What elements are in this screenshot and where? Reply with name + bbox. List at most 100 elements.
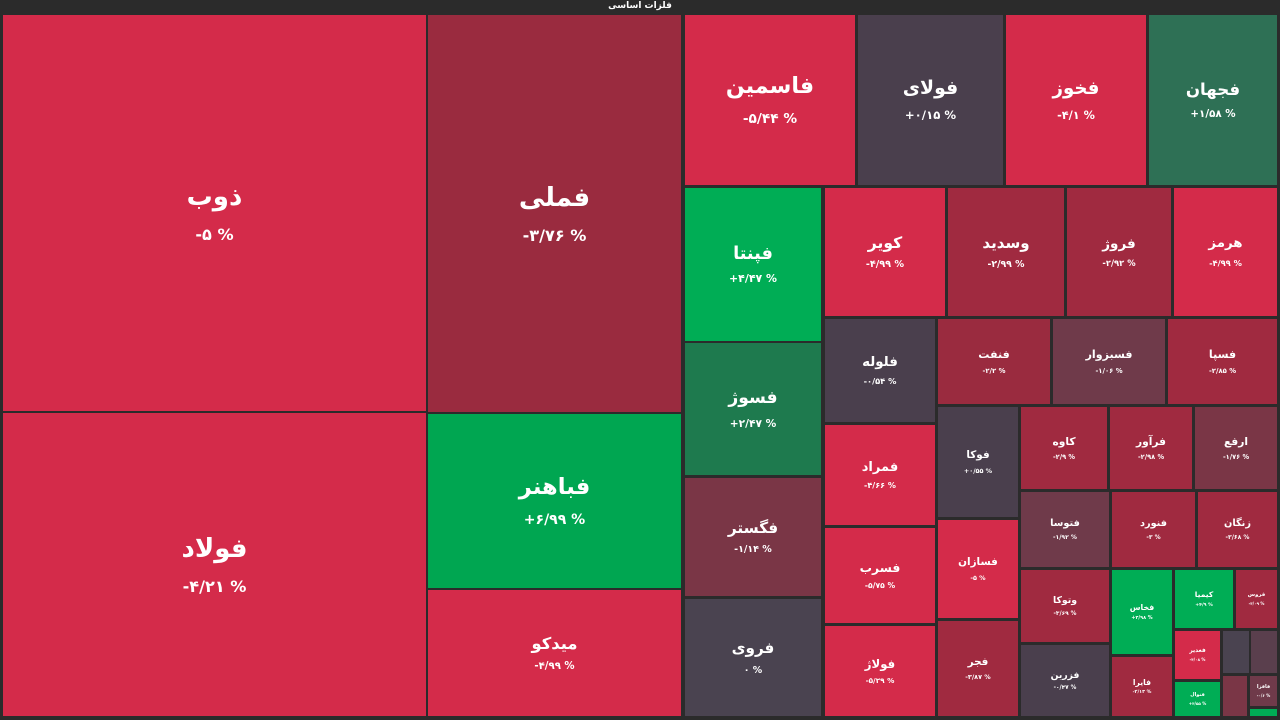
tile-change: -۴/۹۹ % (865, 259, 905, 271)
tile-name: فخاس (1129, 603, 1155, 613)
tile-change: -۵/۷۵ % (864, 581, 896, 591)
tile: فوکا +۰/۵۵ % (938, 407, 1018, 517)
tile-name: فسوژ (728, 388, 778, 409)
tile: فولاژ -۵/۲۹ % (825, 626, 935, 716)
tile-name: ذوب (186, 182, 243, 212)
tile-change: -۵/۴۴ % (742, 110, 798, 127)
tile: میدکو -۴/۹۹ % (428, 590, 681, 716)
tile-change: -۴/۱ % (1057, 108, 1095, 122)
tile-change: -۳/۸۷ % (965, 673, 991, 682)
tile: فولای +۰/۱۵ % (858, 15, 1003, 185)
tile: فایرا -۲/۱۳ % (1112, 657, 1172, 716)
tile: فنورد -۳ % (1112, 492, 1195, 567)
tile: فزرین -۰/۴۷ % (1021, 645, 1109, 716)
tile-change: -۵ % (970, 573, 986, 582)
tile: فتوسا -۱/۹۲ % (1021, 492, 1109, 567)
tile-name: وتوکا (1052, 595, 1078, 607)
tile-name: فگستر (727, 518, 779, 537)
tile-name: کیمیا (1194, 590, 1214, 600)
tile-name: فوکا (966, 449, 990, 462)
tile-change: -۵ % (195, 225, 234, 244)
tile-change: +۰/۱۵ % (904, 108, 957, 123)
tile: فروس -۳/۰۹ % (1236, 570, 1277, 628)
tile-name: فایرا (1132, 677, 1152, 687)
tile-name: فخوز (1052, 78, 1100, 100)
tile-name: فزرین (1050, 669, 1080, 681)
tile: هرمز -۴/۹۹ % (1174, 188, 1277, 316)
tile: فگستر -۱/۱۴ % (685, 478, 821, 596)
tile-change: -۲/۸۵ % (1208, 366, 1237, 375)
tile-name: فسرب (859, 560, 901, 575)
tile-name: فتوسا (1050, 518, 1080, 530)
tile: فولاد -۴/۲۱ % (3, 413, 426, 716)
tile (1223, 631, 1249, 673)
tile: ذوب -۵ % (3, 15, 426, 411)
tile: کیمیا +۴/۹ % (1175, 570, 1233, 628)
tile-name: کویر (867, 233, 903, 252)
tile-change: +۴/۵۵ % (1188, 700, 1207, 706)
tile (1250, 709, 1277, 716)
tile: فسرب -۵/۷۵ % (825, 528, 935, 623)
tile-name: فجر (967, 655, 989, 668)
tile-change: +۴/۹ % (1195, 602, 1213, 608)
tile-change: -۰/۴۷ % (1053, 685, 1077, 692)
tile: فافزا -۰/۶ % (1250, 676, 1277, 706)
tile: فسبزوار -۱/۰۶ % (1053, 319, 1165, 404)
tile: فسپا -۲/۸۵ % (1168, 319, 1277, 404)
tile-name: فسازان (958, 556, 998, 569)
tile: فخاس +۴/۹۸ % (1112, 570, 1172, 654)
tile: فسوژ +۲/۴۷ % (685, 343, 821, 475)
tile (1251, 631, 1277, 673)
tile: زنگان -۳/۶۸ % (1198, 492, 1277, 567)
tile-change: -۳/۷۶ % (522, 225, 587, 245)
tile-change: -۰/۵۴ % (863, 376, 897, 387)
tile-change: -۳/۰۹ % (1248, 600, 1265, 606)
tile-change: -۱/۹۲ % (1053, 533, 1077, 541)
tile-change: -۰/۶ % (1256, 692, 1271, 698)
tile-name: ارفع (1223, 434, 1249, 448)
tile: فجهان +۱/۵۸ % (1149, 15, 1277, 185)
tile-change: -۴/۹۹ % (1209, 257, 1242, 268)
tile-change: -۴/۲۱ % (182, 576, 247, 596)
tile: ارفع -۱/۷۶ % (1195, 407, 1277, 489)
tile-change: -۲/۹۲ % (1102, 258, 1136, 269)
tile-change: -۲/۲ % (982, 366, 1006, 375)
tile-change: -۱/۷۶ % (1222, 453, 1250, 462)
tile: فپنتا +۴/۴۷ % (685, 188, 821, 341)
tile-name: فولای (902, 77, 959, 99)
tile-name: فنوال (1190, 692, 1205, 699)
tile-name: فمراد (861, 459, 899, 475)
tile-name: وسدید (982, 233, 1030, 252)
tile-change: -۱/۰۶ % (1095, 366, 1123, 375)
tile-name: فولاژ (864, 656, 896, 671)
tile-name: فسبزوار (1085, 348, 1133, 362)
tile-name: کاوه (1052, 434, 1076, 448)
tile-name: فجهان (1185, 80, 1241, 100)
tile-change: +۶/۹۹ % (523, 511, 586, 528)
tile: فجر -۳/۸۷ % (938, 621, 1018, 716)
tile: فسازان -۵ % (938, 520, 1018, 618)
tile-change: -۵/۲۹ % (865, 676, 895, 686)
tile-name: میدکو (531, 633, 578, 653)
tile-name: فباهنر (518, 474, 591, 501)
tile-change: -۲/۱۳ % (1132, 690, 1152, 696)
tile-name: فلوله (862, 354, 898, 370)
tile-change: +۴/۴۷ % (728, 272, 778, 286)
tile-name: فسپا (1208, 348, 1237, 362)
tile-change: +۴/۹۸ % (1131, 615, 1153, 621)
tile-name: فنورد (1139, 518, 1168, 530)
tile-name: فملی (518, 182, 591, 213)
tile-change: -۳ % (1146, 533, 1161, 541)
tile-change: -۴/۹۹ % (534, 661, 575, 673)
tile: فخوز -۴/۱ % (1006, 15, 1146, 185)
tile: فملی -۳/۷۶ % (428, 15, 681, 412)
tile-name: فروس (1247, 592, 1266, 599)
tile-change: -۲/۹۸ % (1137, 453, 1165, 462)
tile: فنوال +۴/۵۵ % (1175, 682, 1220, 716)
tile: فنفت -۲/۲ % (938, 319, 1050, 404)
tile (1223, 676, 1247, 716)
tile-change: -۴/۶۶ % (864, 481, 896, 491)
tile: کویر -۴/۹۹ % (825, 188, 945, 316)
tile-name: فرآور (1135, 434, 1167, 448)
